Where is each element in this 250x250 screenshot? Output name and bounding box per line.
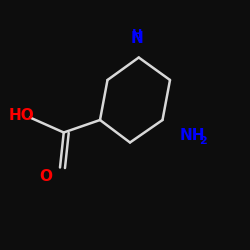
- Text: 2: 2: [199, 136, 206, 146]
- Text: HO: HO: [9, 108, 34, 122]
- Text: O: O: [40, 169, 53, 184]
- Text: NH: NH: [180, 128, 206, 142]
- Text: H: H: [132, 28, 143, 41]
- Text: N: N: [131, 31, 144, 46]
